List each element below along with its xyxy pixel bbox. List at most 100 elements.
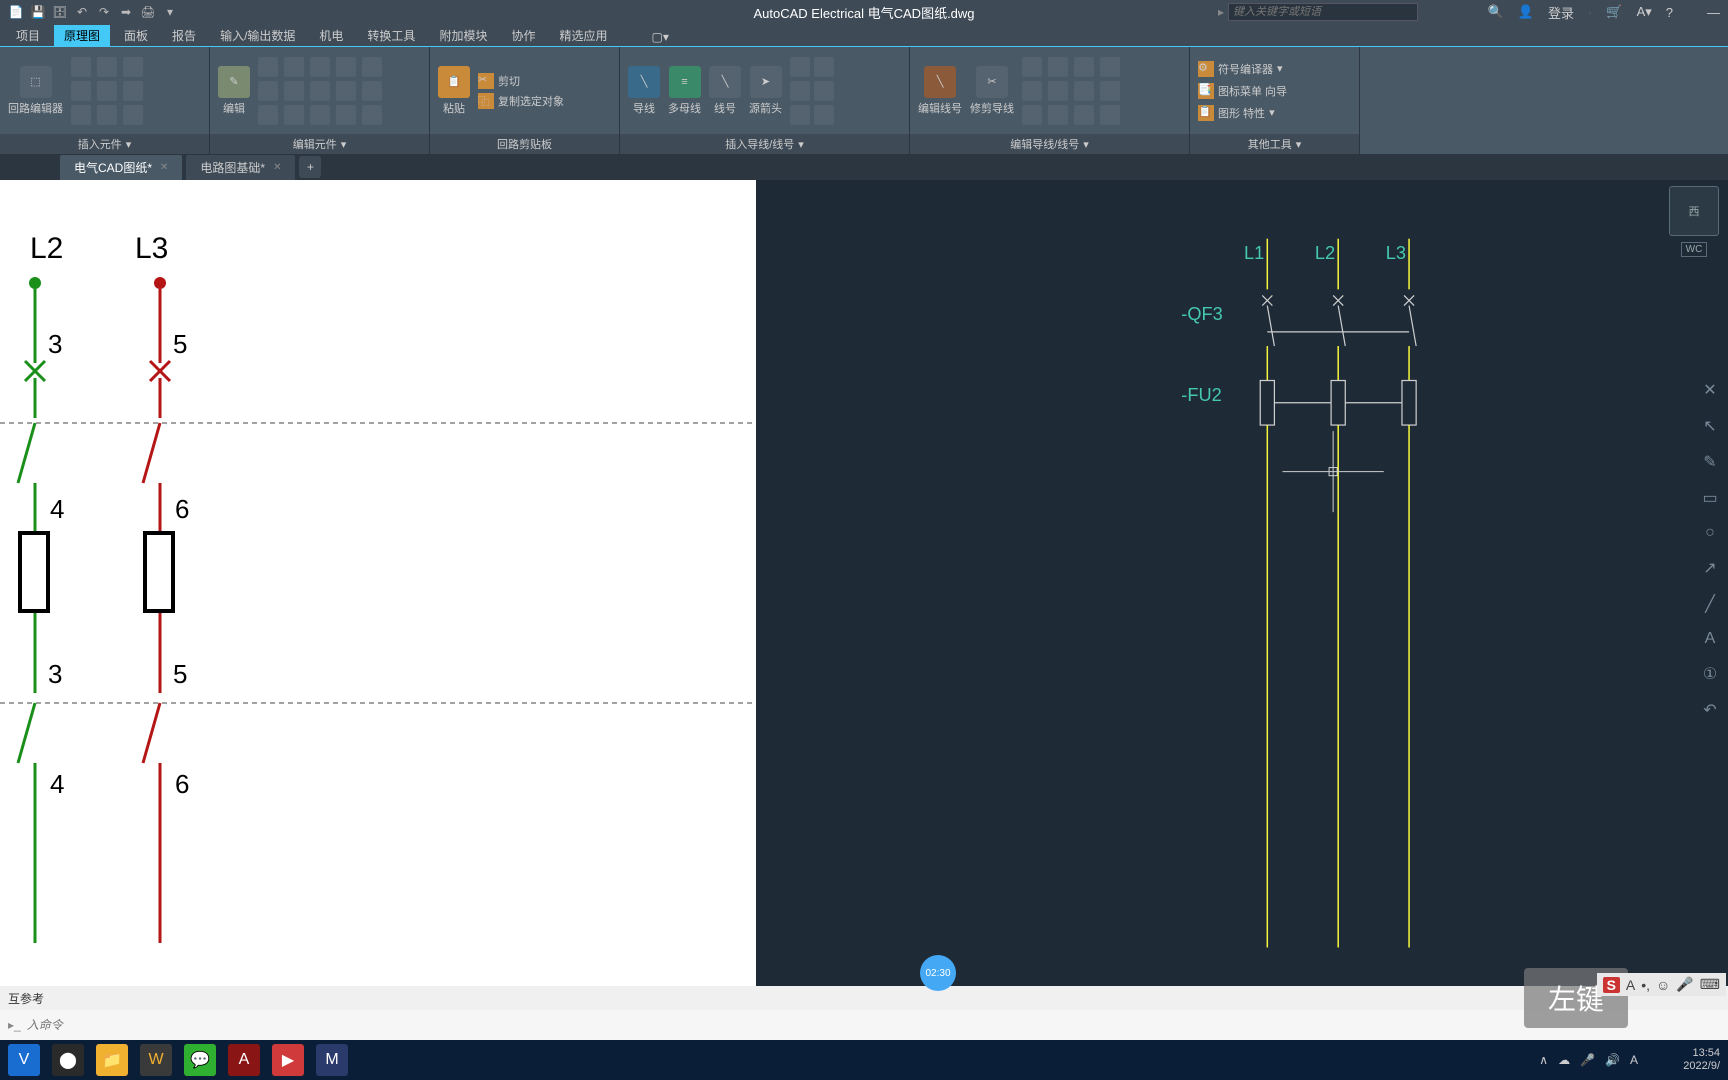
wire-small-btn[interactable] (790, 57, 810, 77)
qat-redo-icon[interactable]: ↷ (96, 4, 112, 20)
qat-more-icon[interactable]: ▾ (162, 4, 178, 20)
insert-grid-btn[interactable] (71, 81, 91, 101)
qat-saveall-icon[interactable]: 🗄 (52, 4, 68, 20)
taskbar-app[interactable]: W (140, 1044, 172, 1076)
nav-arrow-icon[interactable]: ↗ (1703, 558, 1716, 578)
nav-text-icon[interactable]: A (1705, 630, 1716, 648)
wire-button[interactable]: ╲导线 (628, 66, 660, 116)
insert-grid-btn[interactable] (97, 105, 117, 125)
wcs-badge[interactable]: WC (1681, 242, 1708, 257)
system-tray[interactable]: ∧ ☁ 🎤 🔊 A (1539, 1053, 1638, 1067)
login-button[interactable]: 登录 (1548, 3, 1574, 22)
edit-grid-btn[interactable] (284, 57, 304, 77)
ribbon-tab-extra[interactable]: ▢▾ (641, 28, 678, 46)
ime-mic-icon[interactable]: 🎤 (1676, 976, 1693, 993)
edit-grid-btn[interactable] (362, 81, 382, 101)
taskbar[interactable]: V ⬤ 📁 W 💬 A ▶ M ∧ ☁ 🎤 🔊 A 13:54 2022/9/ (0, 1040, 1728, 1080)
taskbar-app[interactable]: ▶ (272, 1044, 304, 1076)
ribbon-tab-panel[interactable]: 面板 (114, 25, 158, 46)
ribbon-tab-electromech[interactable]: 机电 (309, 25, 353, 46)
qat-undo-icon[interactable]: ↶ (74, 4, 90, 20)
command-input-row[interactable]: ▸_ (0, 1010, 1728, 1040)
editwire-btn[interactable] (1100, 57, 1120, 77)
taskbar-app[interactable]: ⬤ (52, 1044, 84, 1076)
edit-grid-btn[interactable] (336, 57, 356, 77)
wire-small-btn[interactable] (790, 81, 810, 101)
wire-small-btn[interactable] (814, 57, 834, 77)
wire-small-btn[interactable] (814, 81, 834, 101)
editwire-btn[interactable] (1048, 81, 1068, 101)
taskbar-app[interactable]: 💬 (184, 1044, 216, 1076)
edit-wirenum-button[interactable]: ╲编辑线号 (918, 66, 962, 116)
editwire-btn[interactable] (1074, 81, 1094, 101)
edit-grid-btn[interactable] (336, 105, 356, 125)
trim-wire-button[interactable]: ✂修剪导线 (970, 66, 1014, 116)
cart-icon[interactable]: 🛒 (1606, 4, 1622, 20)
circuit-editor-button[interactable]: ⬚ 回路编辑器 (8, 66, 63, 116)
nav-undo-icon[interactable]: ↶ (1703, 700, 1716, 720)
infocenter-icon[interactable]: 🔍 (1488, 4, 1504, 20)
editwire-btn[interactable] (1100, 81, 1120, 101)
edit-grid-btn[interactable] (362, 105, 382, 125)
nav-line-icon[interactable]: ╱ (1705, 594, 1715, 614)
doc-tab-2[interactable]: 电路图基础*✕ (186, 155, 295, 180)
viewcube-face[interactable]: 西 (1669, 186, 1719, 236)
insert-grid-btn[interactable] (71, 105, 91, 125)
ribbon-tab-convert[interactable]: 转换工具 (357, 25, 425, 46)
ime-a-button[interactable]: A (1626, 977, 1635, 993)
copy-button[interactable]: ⿻复制选定对象 (478, 93, 564, 109)
editwire-btn[interactable] (1074, 57, 1094, 77)
close-x-icon[interactable]: ✕ (1703, 380, 1716, 400)
ribbon-tab-addons[interactable]: 附加模块 (429, 25, 497, 46)
taskbar-app[interactable]: A (228, 1044, 260, 1076)
insert-grid-btn[interactable] (123, 81, 143, 101)
help-icon[interactable]: ? (1666, 5, 1673, 20)
drawing-canvas[interactable]: L1 L2 L3 -QF3 -FU2 (756, 180, 1728, 986)
insert-grid-btn[interactable] (71, 57, 91, 77)
user-icon[interactable]: 👤 (1518, 4, 1534, 20)
tray-volume-icon[interactable]: 🔊 (1605, 1053, 1620, 1067)
editwire-btn[interactable] (1022, 105, 1042, 125)
nav-brush-icon[interactable]: ✎ (1703, 452, 1716, 472)
minimize-button[interactable]: — (1707, 5, 1720, 20)
command-input[interactable] (27, 1018, 227, 1032)
ribbon-tab-schematic[interactable]: 原理图 (54, 25, 110, 46)
apps-icon[interactable]: A▾ (1637, 4, 1652, 20)
edit-grid-btn[interactable] (258, 105, 278, 125)
editwire-btn[interactable] (1048, 57, 1068, 77)
ribbon-tab-collab[interactable]: 协作 (501, 25, 545, 46)
ime-face-icon[interactable]: ☺ (1656, 977, 1670, 993)
edit-button[interactable]: ✎ 编辑 (218, 66, 250, 116)
editwire-btn[interactable] (1100, 105, 1120, 125)
nav-rect-icon[interactable]: ▭ (1702, 488, 1717, 508)
source-arrow-button[interactable]: ➤源箭头 (749, 66, 782, 116)
insert-grid-btn[interactable] (123, 57, 143, 77)
editwire-btn[interactable] (1048, 105, 1068, 125)
ime-punct-icon[interactable]: •, (1641, 977, 1650, 993)
doc-tab-1[interactable]: 电气CAD图纸*✕ (60, 155, 182, 180)
edit-grid-btn[interactable] (310, 105, 330, 125)
taskbar-clock[interactable]: 13:54 2022/9/ (1683, 1047, 1720, 1073)
ime-s-icon[interactable]: S (1603, 977, 1620, 993)
nav-circle-icon[interactable]: ○ (1705, 524, 1715, 542)
taskbar-app[interactable]: M (316, 1044, 348, 1076)
edit-grid-btn[interactable] (258, 81, 278, 101)
tray-cloud-icon[interactable]: ☁ (1558, 1053, 1570, 1067)
search-input[interactable] (1228, 3, 1418, 21)
nav-number-icon[interactable]: ① (1703, 664, 1717, 684)
taskbar-app[interactable]: V (8, 1044, 40, 1076)
multibus-button[interactable]: ≡多母线 (668, 66, 701, 116)
paste-button[interactable]: 📋 粘贴 (438, 66, 470, 116)
close-icon[interactable]: ✕ (160, 162, 168, 173)
wire-small-btn[interactable] (790, 105, 810, 125)
insert-grid-btn[interactable] (97, 57, 117, 77)
ribbon-tab-project[interactable]: 项目 (6, 25, 50, 46)
cut-button[interactable]: ✂剪切 (478, 73, 564, 89)
editwire-btn[interactable] (1022, 57, 1042, 77)
edit-grid-btn[interactable] (284, 81, 304, 101)
insert-grid-btn[interactable] (123, 105, 143, 125)
editwire-btn[interactable] (1074, 105, 1094, 125)
qat-save-icon[interactable]: 💾 (30, 4, 46, 20)
ime-keyboard-icon[interactable]: ⌨ (1700, 976, 1720, 993)
icon-wizard-button[interactable]: 📑图标菜单 向导 (1198, 83, 1287, 99)
